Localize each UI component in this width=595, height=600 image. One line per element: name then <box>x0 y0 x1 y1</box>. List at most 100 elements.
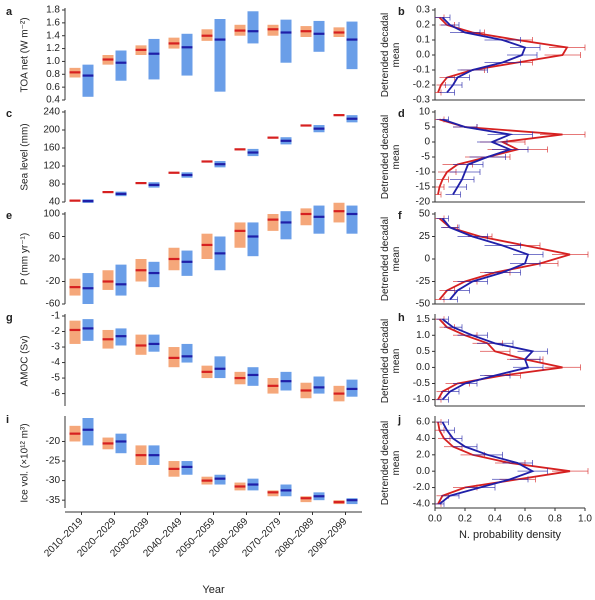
range-box <box>300 208 312 226</box>
y-axis-label: Detrended decadal mean <box>380 318 402 404</box>
y-tick-label: 0.4 <box>46 95 60 106</box>
y-tick-label: 0 <box>424 254 430 265</box>
range-box <box>346 21 358 70</box>
y-tick-label: -0.2 <box>413 80 431 91</box>
panel-letter: h <box>398 312 405 324</box>
density-line <box>438 217 571 301</box>
y-tick-label: 1.2 <box>46 43 60 54</box>
y-tick-label: 120 <box>43 161 60 172</box>
panel-letter: e <box>6 210 12 222</box>
y-tick-label: 0.0 <box>416 466 430 477</box>
x-tick-label: 0.2 <box>458 514 472 525</box>
panel-letter: c <box>6 108 12 120</box>
range-box <box>82 418 94 446</box>
y-tick-label: 6.0 <box>416 417 430 428</box>
y-axis-label: Detrended decadal mean <box>380 420 402 506</box>
density-line <box>441 217 530 301</box>
y-tick-label: 0.6 <box>46 82 60 93</box>
y-tick-label: -3 <box>51 342 60 353</box>
range-box <box>280 19 292 63</box>
y-tick-label: 0.5 <box>416 346 430 357</box>
panel-letter: d <box>398 108 405 120</box>
range-box <box>181 250 193 276</box>
y-tick-label: 200 <box>43 125 60 136</box>
y-tick-label: 4.0 <box>416 433 430 444</box>
range-box <box>115 433 127 454</box>
y-tick-label: -25 <box>416 276 431 287</box>
y-tick-label: -20 <box>416 197 431 208</box>
range-box <box>214 19 226 92</box>
y-tick-label: -20 <box>46 436 61 447</box>
range-box <box>333 202 345 223</box>
y-tick-label: 0.0 <box>416 362 430 373</box>
y-tick-label: 0.2 <box>416 20 430 31</box>
range-box <box>267 214 279 231</box>
y-tick-label: 1.4 <box>46 30 60 41</box>
y-tick-label: -10 <box>416 167 431 178</box>
panel-letter: i <box>6 414 9 426</box>
y-tick-label: -60 <box>46 299 61 310</box>
y-tick-label: -30 <box>46 475 61 486</box>
panel-letter: a <box>6 6 13 18</box>
panel-letter: f <box>398 210 402 222</box>
y-tick-label: 1.6 <box>46 17 60 28</box>
range-box <box>115 50 127 81</box>
y-tick-label: 1.8 <box>46 5 60 16</box>
range-box <box>247 11 259 44</box>
y-tick-label: 0.0 <box>416 50 430 61</box>
y-tick-label: -4 <box>51 357 60 368</box>
y-tick-label: 20 <box>49 254 61 265</box>
y-tick-label: 2.0 <box>416 449 430 460</box>
y-axis-label: TOA net (W m⁻²) <box>20 17 31 92</box>
y-tick-label: -50 <box>416 299 431 310</box>
panel-letter: j <box>397 414 401 426</box>
y-tick-label: 1.5 <box>416 314 430 325</box>
range-box <box>82 319 94 341</box>
range-box <box>82 64 94 97</box>
range-box <box>346 205 358 234</box>
range-box <box>214 356 226 379</box>
y-axis-label: P (mm yr⁻¹) <box>20 233 31 285</box>
range-box <box>102 270 114 290</box>
range-box <box>115 264 127 296</box>
range-box <box>247 222 259 257</box>
y-tick-label: -2.0 <box>413 482 431 493</box>
range-box <box>313 20 325 52</box>
y-tick-label: -5 <box>421 152 430 163</box>
y-tick-label: -0.5 <box>413 378 431 389</box>
y-tick-label: 50 <box>419 209 431 220</box>
range-box <box>247 367 259 386</box>
y-tick-label: 40 <box>49 197 61 208</box>
y-tick-label: -1 <box>51 311 60 322</box>
y-axis-label: Detrended decadal mean <box>380 216 402 302</box>
range-box <box>313 376 325 394</box>
y-tick-label: 5 <box>424 122 430 133</box>
range-box <box>148 38 160 80</box>
x-tick-label: 1.0 <box>578 514 592 525</box>
y-tick-label: -2 <box>51 326 60 337</box>
y-tick-label: 1.0 <box>46 56 60 67</box>
y-tick-label: 0 <box>424 137 430 148</box>
y-tick-label: 100 <box>43 209 60 220</box>
panel-letter: g <box>6 312 13 324</box>
y-axis-label: Detrended decadal mean <box>380 12 402 98</box>
y-axis-label: Sea level (mm) <box>20 123 31 190</box>
y-tick-label: 0.8 <box>46 69 60 80</box>
y-tick-label: -5 <box>51 373 60 384</box>
y-tick-label: -35 <box>46 495 61 506</box>
panel-letter: b <box>398 6 405 18</box>
range-box <box>234 222 246 248</box>
range-box <box>201 233 213 259</box>
x-axis-label: N. probability density <box>459 529 562 541</box>
y-tick-label: -4.0 <box>413 499 431 510</box>
y-tick-label: -20 <box>46 276 61 287</box>
y-tick-label: 0.3 <box>416 5 430 16</box>
y-tick-label: 160 <box>43 143 60 154</box>
y-axis-label: Detrended decadal mean <box>380 114 402 200</box>
x-tick-label: 0.4 <box>488 514 502 525</box>
range-box <box>148 261 160 288</box>
y-tick-label: 1.0 <box>416 330 430 341</box>
x-axis-label: Year <box>202 584 225 596</box>
